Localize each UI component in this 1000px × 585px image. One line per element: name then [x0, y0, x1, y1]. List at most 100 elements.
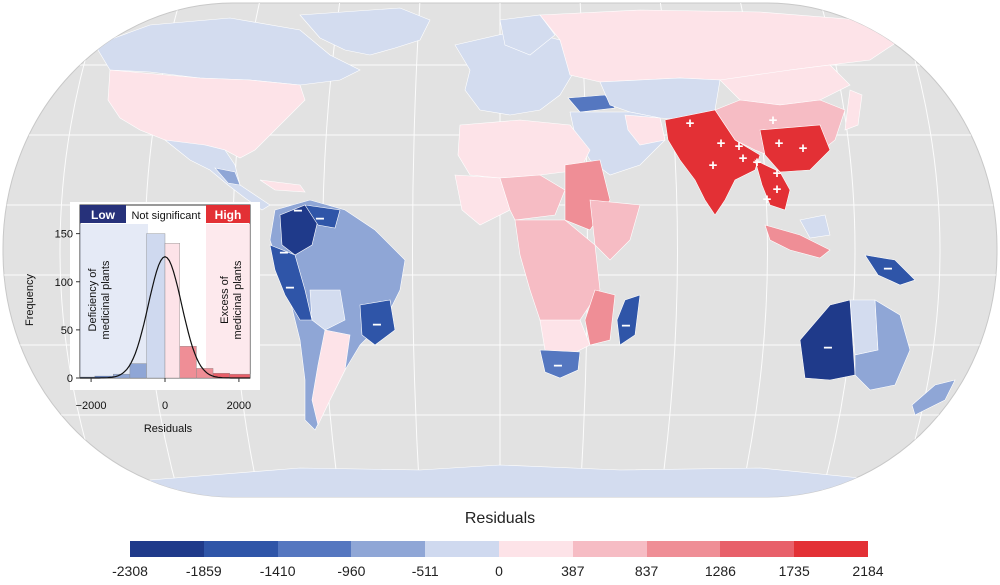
region-bolivia	[309, 289, 346, 331]
legend-swatch	[425, 541, 499, 557]
region-japan	[844, 89, 863, 131]
region-new-zealand	[911, 379, 956, 416]
region-borneo	[799, 214, 831, 239]
legend-tick-label: -2308	[112, 563, 148, 579]
plus-marker: +	[769, 112, 778, 129]
legend-tick-label: 1286	[704, 563, 736, 579]
world-map: − − − − − − − − − + + + + + + + + + + + …	[2, 2, 998, 498]
region-south-africa	[539, 349, 581, 379]
legend-tick-label: 1735	[778, 563, 810, 579]
low-header-label: Low	[91, 208, 116, 222]
minus-marker: −	[553, 358, 562, 375]
plus-marker: +	[763, 191, 772, 208]
y-tick-label: 100	[55, 277, 73, 289]
plus-marker: +	[739, 150, 748, 167]
legend-swatch	[572, 541, 647, 557]
high-header-box	[206, 205, 250, 223]
legend-tick-label: -1859	[185, 563, 222, 579]
region-south-china	[759, 124, 831, 173]
plus-marker: +	[773, 181, 782, 198]
legend-swatch	[646, 541, 721, 557]
region-usa	[107, 69, 306, 159]
y-axis-label: Frequency	[24, 274, 36, 326]
legend-tick-labels: -2308 -1859 -1410 -960 -511 0 387 837 1286 1735 21…	[0, 563, 1000, 583]
high-header-label: High	[215, 208, 242, 222]
legend-swatch	[498, 541, 573, 557]
legend-tick-label: 2184	[852, 563, 884, 579]
plus-marker: +	[773, 165, 782, 182]
histogram-bar	[196, 368, 214, 379]
minus-marker: −	[315, 211, 324, 228]
y-tick-label: 50	[61, 325, 73, 337]
plus-marker: +	[717, 135, 726, 152]
region-greenland	[299, 7, 431, 56]
x-axis-ticks: −2000 0 2000	[76, 378, 251, 412]
region-argentina	[311, 329, 351, 426]
region-iran	[624, 114, 666, 146]
region-antarctica	[149, 464, 881, 497]
x-tick-label: 2000	[227, 400, 251, 412]
excess-annotation-line2: medicinal plants	[232, 260, 244, 339]
region-ecuador-peru	[269, 244, 313, 321]
y-tick-label: 150	[55, 229, 73, 241]
region-mexico	[163, 139, 271, 211]
excess-annotation-line1: Excess of	[219, 275, 231, 324]
region-east-africa	[589, 199, 641, 261]
plus-marker: +	[753, 154, 762, 171]
legend-swatch	[720, 541, 795, 557]
x-axis-label: Residuals	[144, 423, 193, 435]
plus-markers: + + + + + + + + + + + +	[686, 112, 808, 208]
legend-tick-label: 0	[495, 563, 503, 579]
deficiency-annotation-line2: medicinal plants	[100, 260, 112, 339]
region-west-africa	[454, 174, 511, 226]
region-north-africa	[457, 119, 591, 179]
legend-swatch	[130, 541, 204, 557]
minus-marker: −	[279, 245, 288, 262]
plus-marker: +	[709, 157, 718, 174]
region-scandinavia	[499, 14, 556, 56]
region-east-brazil	[359, 299, 396, 346]
region-australia-east	[854, 299, 911, 391]
legend-tick-label: -1410	[259, 563, 296, 579]
plus-marker: +	[686, 115, 695, 132]
histogram-bar	[164, 243, 180, 379]
region-australia-central	[849, 299, 879, 356]
region-sahel	[499, 174, 566, 221]
histogram-bar	[146, 233, 166, 379]
inset-high-region	[206, 224, 250, 378]
minus-marker: −	[883, 261, 892, 278]
region-indonesia	[764, 224, 831, 259]
legend-swatch	[794, 541, 868, 557]
region-canada	[94, 17, 361, 86]
histogram-bar	[179, 346, 197, 379]
legend-swatch	[277, 541, 352, 557]
legend-tick-label: -511	[411, 563, 439, 579]
plus-marker: +	[735, 138, 744, 155]
y-tick-label: 0	[67, 373, 73, 385]
histogram-bars	[79, 233, 251, 379]
minus-marker: −	[621, 318, 630, 335]
region-caribbean	[259, 179, 306, 193]
minus-marker: −	[285, 280, 294, 297]
legend-color-bar	[130, 541, 868, 557]
x-tick-label: 0	[162, 400, 168, 412]
region-southern-africa	[539, 319, 591, 356]
minus-marker: −	[372, 317, 381, 334]
region-southeast-asia	[754, 159, 791, 211]
legend-tick-label: 837	[634, 563, 659, 579]
legend-tick-label: 387	[561, 563, 585, 579]
inset-low-region	[80, 224, 148, 378]
inset-histogram: Low Not significant High Deficiency of m…	[24, 202, 260, 435]
legend-swatch	[203, 541, 278, 557]
region-india	[664, 109, 761, 216]
region-venezuela	[304, 204, 341, 229]
x-tick-label: −2000	[76, 400, 107, 412]
region-mexico-south	[214, 167, 241, 186]
minus-marker: −	[293, 203, 302, 220]
deficiency-annotation-line1: Deficiency of	[87, 268, 99, 332]
region-madagascar	[616, 294, 641, 346]
normal-curve	[80, 256, 250, 379]
legend-swatch	[351, 541, 426, 557]
not-significant-label: Not significant	[131, 210, 200, 222]
minus-markers: − − − − − − − − −	[279, 203, 892, 375]
